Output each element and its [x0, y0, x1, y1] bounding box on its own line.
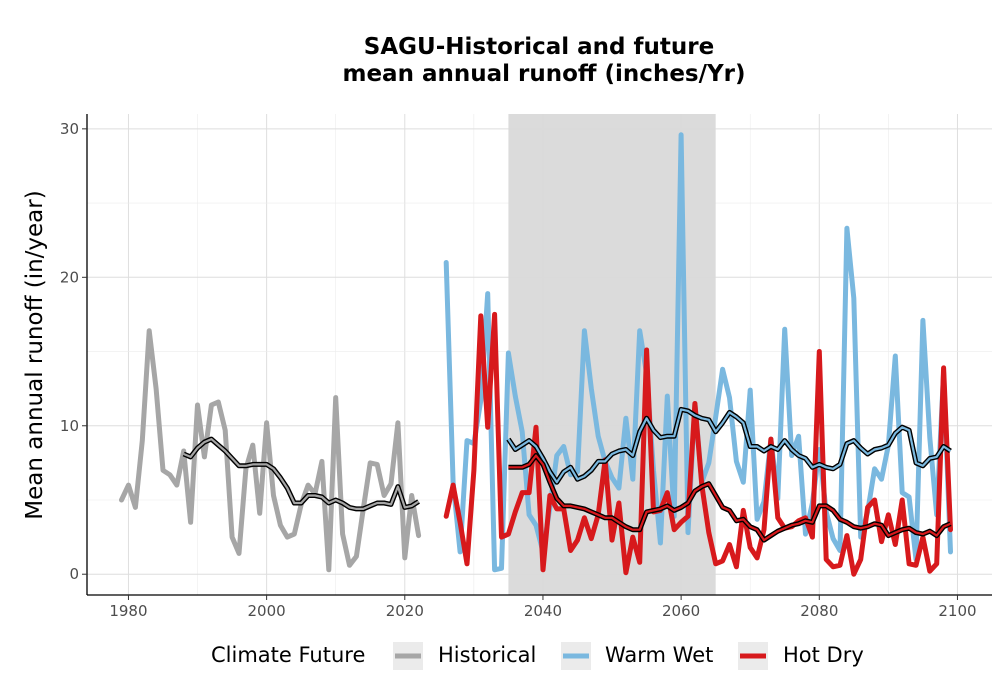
y-tick-label-0: 0: [69, 565, 79, 583]
x-tick-label-2000: 2000: [248, 602, 286, 620]
y-tick-label-10: 10: [60, 417, 79, 435]
y-tick-label-20: 20: [60, 268, 79, 286]
warm-wet-rolling-mean-line: [507, 408, 952, 484]
x-tick-label-2020: 2020: [386, 602, 424, 620]
x-tick-label-2060: 2060: [662, 602, 700, 620]
y-tick-label-30: 30: [60, 120, 79, 138]
legend-label-hot-dry: Hot Dry: [783, 643, 864, 667]
legend: Climate Future Historical Warm Wet Hot D…: [211, 642, 864, 670]
x-tick-label-2040: 2040: [524, 602, 562, 620]
series-line-historical: [119, 328, 422, 573]
legend-title: Climate Future: [211, 643, 365, 667]
x-tick-label-2080: 2080: [800, 602, 838, 620]
y-axis-title: Mean annual runoff (in/year): [22, 190, 48, 519]
historical-rolling-mean-line: [183, 438, 420, 510]
legend-label-warm-wet: Warm Wet: [605, 643, 713, 667]
chart-title-line1: SAGU-Historical and future: [364, 34, 714, 60]
hot-dry-rolling-mean-line: [508, 454, 951, 542]
series-line-hot-dry: [443, 311, 953, 577]
legend-label-historical: Historical: [438, 643, 536, 667]
chart-title-line2: mean annual runoff (inches/Yr): [342, 61, 745, 87]
x-tick-label-2100: 2100: [938, 602, 976, 620]
x-tick-label-1980: 1980: [109, 602, 147, 620]
plot-area: 1980 2000 2020 2040 2060 2080 2100 0 10 20 30: [60, 114, 992, 620]
